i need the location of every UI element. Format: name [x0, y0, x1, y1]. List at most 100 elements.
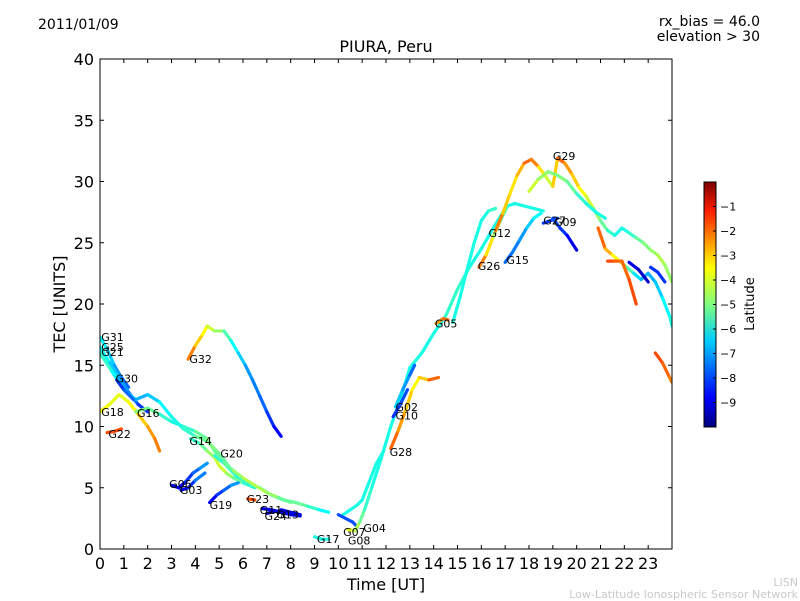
data-segment: [525, 216, 536, 230]
data-segment: [241, 476, 257, 487]
y-tick-label: 15: [74, 356, 94, 375]
series-G17: [312, 535, 331, 541]
data-segment: [217, 464, 228, 475]
y-axis: 0 5 10 15 20 25 30 35 40: [74, 50, 672, 559]
y-tick-label: 10: [74, 418, 94, 437]
data-segment: [596, 226, 607, 251]
data-segment: [575, 192, 588, 206]
y-tick-label: 35: [74, 111, 94, 130]
sat-label-g21: G21: [101, 346, 124, 359]
data-segment: [198, 442, 209, 453]
data-segment: [193, 333, 205, 348]
data-segment: [231, 476, 245, 485]
sat-label-g16: G16: [137, 407, 160, 420]
data-segment: [517, 226, 529, 242]
series-G05: [434, 317, 450, 326]
data-segment: [146, 424, 157, 441]
series-G31: [100, 335, 131, 389]
data-segment: [243, 363, 255, 382]
data-segment: [510, 238, 522, 255]
data-segment: [417, 375, 431, 382]
sat-label-g10: G10: [396, 409, 419, 422]
series-unlabeled-36: [653, 351, 672, 384]
x-tick-label: 11: [352, 554, 372, 573]
data-segment: [100, 351, 114, 373]
x-tick-label: 10: [328, 554, 348, 573]
sat-label-g19: G19: [210, 499, 233, 512]
x-tick-label: 15: [447, 554, 467, 573]
series-G32: [186, 324, 283, 438]
data-segment: [222, 461, 236, 473]
elevation-label: elevation > 30: [656, 29, 760, 45]
data-segment: [653, 351, 665, 365]
data-segment: [627, 277, 638, 306]
sat-label-g13: G13: [276, 509, 299, 522]
series-G23: [246, 497, 257, 502]
series-G09: [551, 216, 579, 252]
x-tick-label: 4: [190, 554, 200, 573]
sat-label-g11: G11: [260, 504, 283, 517]
data-segment: [458, 268, 469, 300]
series-G20: [212, 454, 293, 505]
series-G15: [503, 211, 543, 264]
data-segment: [260, 506, 274, 512]
data-segment: [477, 253, 488, 269]
series-unlabeled-34: [627, 260, 650, 284]
data-segment: [100, 345, 112, 365]
data-segment: [317, 508, 331, 514]
sat-label-g29: G29: [553, 150, 576, 163]
data-segment: [122, 388, 135, 402]
data-segment: [100, 402, 112, 414]
sat-label-g06: G06: [169, 478, 192, 491]
plot-frame: [99, 58, 673, 550]
sat-label-g23: G23: [247, 493, 270, 506]
data-segment: [277, 495, 293, 505]
x-tick-label: 7: [262, 554, 272, 573]
x-tick-label: 14: [423, 554, 443, 573]
data-segment: [653, 280, 665, 300]
data-segment: [134, 406, 150, 414]
data-segment: [265, 410, 276, 429]
x-tick-label: 5: [214, 554, 224, 573]
data-segment: [656, 270, 667, 284]
data-segment: [570, 172, 581, 190]
sat-label-g03: G03: [180, 484, 203, 497]
series-G28: [389, 375, 441, 451]
colorbar-tick-label: −7: [720, 348, 736, 361]
data-segment: [250, 378, 262, 398]
data-segment: [193, 434, 209, 443]
data-segment: [637, 268, 650, 284]
series-G30: [115, 378, 135, 402]
colorbar-tick-label: −6: [720, 323, 736, 336]
data-segment: [546, 170, 560, 177]
sat-label-g14: G14: [189, 435, 212, 448]
footer-network: Low-Latitude Ionospheric Sensor Network: [569, 588, 798, 601]
data-segment: [293, 500, 309, 508]
colorbar: −9 −8 −7 −6 −5 −4 −3 −2 −1 Latitude: [703, 181, 758, 428]
data-segment: [584, 194, 595, 211]
data-segment: [198, 461, 209, 470]
sat-label-g31: G31: [101, 331, 124, 344]
data-segment: [532, 206, 545, 213]
x-tick-label: 1: [119, 554, 129, 573]
y-tick-label: 5: [84, 479, 94, 498]
x-tick-label: 6: [238, 554, 248, 573]
data-segment: [408, 351, 424, 370]
date-label: 2011/01/09: [38, 17, 119, 33]
data-segment: [441, 317, 450, 322]
data-segment: [486, 206, 498, 213]
series-unlabeled-31: [527, 170, 607, 220]
series-G06: [169, 461, 209, 490]
data-segment: [112, 363, 124, 380]
data-segment: [522, 204, 536, 211]
series-G14: [188, 437, 257, 490]
data-segment: [146, 393, 162, 404]
x-axis: 0 1 2 3 4 5 6 7 8 9 10 11 12 13 14 15 16 17 18 19 20 21 22 23: [95, 59, 658, 573]
data-segment: [398, 388, 410, 407]
x-tick-label: 13: [400, 554, 420, 573]
data-segment: [532, 211, 543, 220]
footer-lisn: LISN: [773, 576, 798, 589]
data-segment: [401, 373, 412, 392]
data-segment: [391, 402, 402, 419]
sat-label-g02: G02: [396, 401, 419, 414]
